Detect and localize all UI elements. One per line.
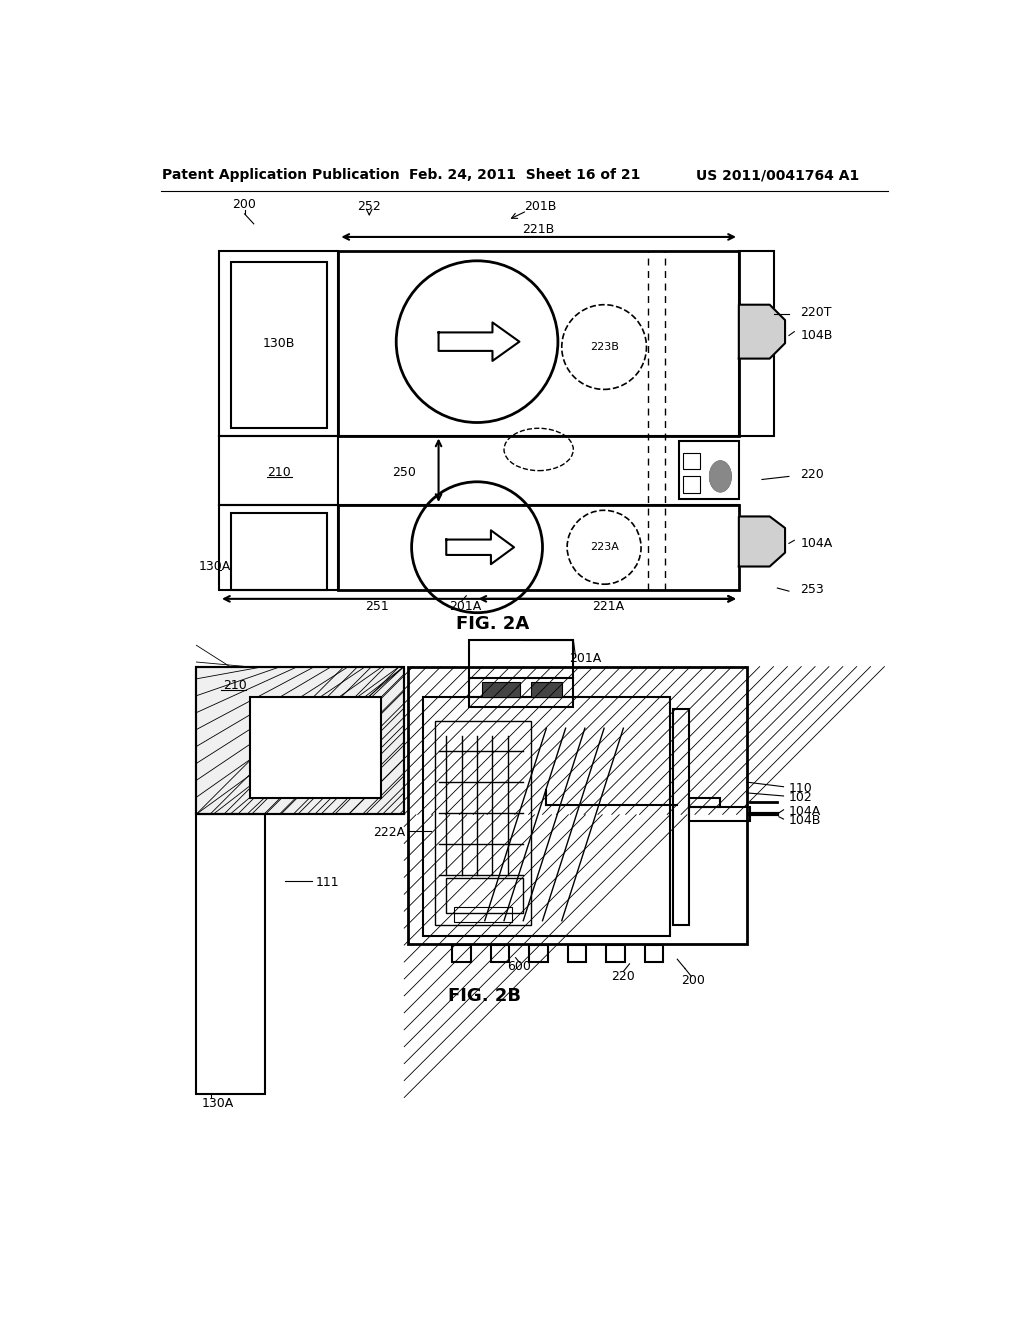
Text: 251: 251 (366, 601, 389, 612)
Text: 104B: 104B (788, 814, 821, 828)
Bar (568, 945, 587, 962)
Bar (408, 667, 746, 944)
Polygon shape (438, 322, 519, 360)
Text: 104A: 104A (801, 537, 833, 550)
Text: 201B: 201B (524, 199, 556, 213)
Text: 220T: 220T (801, 306, 831, 319)
Bar (435, 721, 531, 924)
Text: 252: 252 (357, 199, 381, 213)
Text: FIG. 2B: FIG. 2B (449, 987, 521, 1005)
Bar (446, 878, 523, 913)
Bar (250, 697, 381, 797)
Bar (339, 506, 739, 590)
Text: 253: 253 (801, 583, 824, 597)
Polygon shape (710, 461, 731, 492)
Bar (423, 697, 670, 936)
Text: Patent Application Publication: Patent Application Publication (162, 169, 399, 182)
Bar (196, 667, 403, 814)
Bar (739, 251, 773, 436)
Bar (453, 945, 471, 962)
Bar (469, 697, 573, 706)
Text: 102: 102 (788, 791, 813, 804)
Text: 221A: 221A (592, 601, 624, 612)
Text: 110: 110 (788, 781, 813, 795)
Bar (481, 682, 520, 697)
Text: 220: 220 (611, 970, 635, 982)
Bar (683, 453, 700, 470)
Text: 600: 600 (508, 961, 531, 973)
Bar (606, 945, 625, 962)
Text: 222A: 222A (373, 825, 406, 838)
Text: US 2011/0041764 A1: US 2011/0041764 A1 (695, 169, 859, 182)
Bar (339, 251, 739, 436)
Text: 111: 111 (315, 875, 339, 888)
Text: 221B: 221B (522, 223, 555, 236)
Text: 130B: 130B (262, 337, 295, 350)
Bar (689, 797, 720, 807)
Text: 130A: 130A (199, 560, 230, 573)
Text: 200: 200 (681, 974, 705, 987)
Bar (531, 682, 562, 697)
Polygon shape (446, 531, 514, 564)
Bar (683, 477, 700, 494)
Bar (689, 807, 751, 821)
Polygon shape (739, 516, 785, 566)
Text: 130A: 130A (202, 1097, 234, 1110)
Text: Feb. 24, 2011  Sheet 16 of 21: Feb. 24, 2011 Sheet 16 of 21 (410, 169, 640, 182)
Text: 201A: 201A (450, 601, 481, 612)
Bar (679, 441, 739, 499)
Text: 210: 210 (222, 680, 247, 693)
Text: 250: 250 (392, 466, 416, 479)
Text: 201A: 201A (569, 652, 602, 665)
Bar (645, 945, 664, 962)
Bar (490, 945, 509, 962)
Bar (674, 709, 689, 924)
Text: 200: 200 (232, 198, 256, 211)
Polygon shape (739, 305, 785, 359)
Bar (469, 640, 573, 678)
Bar (219, 251, 339, 590)
Bar (454, 907, 512, 923)
Text: 223A: 223A (590, 543, 618, 552)
Text: FIG. 2A: FIG. 2A (456, 615, 529, 634)
Text: 223B: 223B (590, 342, 618, 352)
Bar (196, 667, 403, 814)
Bar (230, 263, 327, 428)
Bar (529, 945, 548, 962)
Text: 104A: 104A (788, 805, 821, 818)
Bar (230, 512, 327, 590)
Text: 104B: 104B (801, 329, 833, 342)
Bar (196, 814, 265, 1094)
Text: 210: 210 (267, 466, 291, 479)
Text: 220: 220 (801, 467, 824, 480)
